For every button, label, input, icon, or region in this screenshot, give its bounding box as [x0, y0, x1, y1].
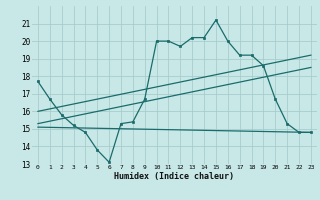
X-axis label: Humidex (Indice chaleur): Humidex (Indice chaleur) [115, 172, 234, 181]
